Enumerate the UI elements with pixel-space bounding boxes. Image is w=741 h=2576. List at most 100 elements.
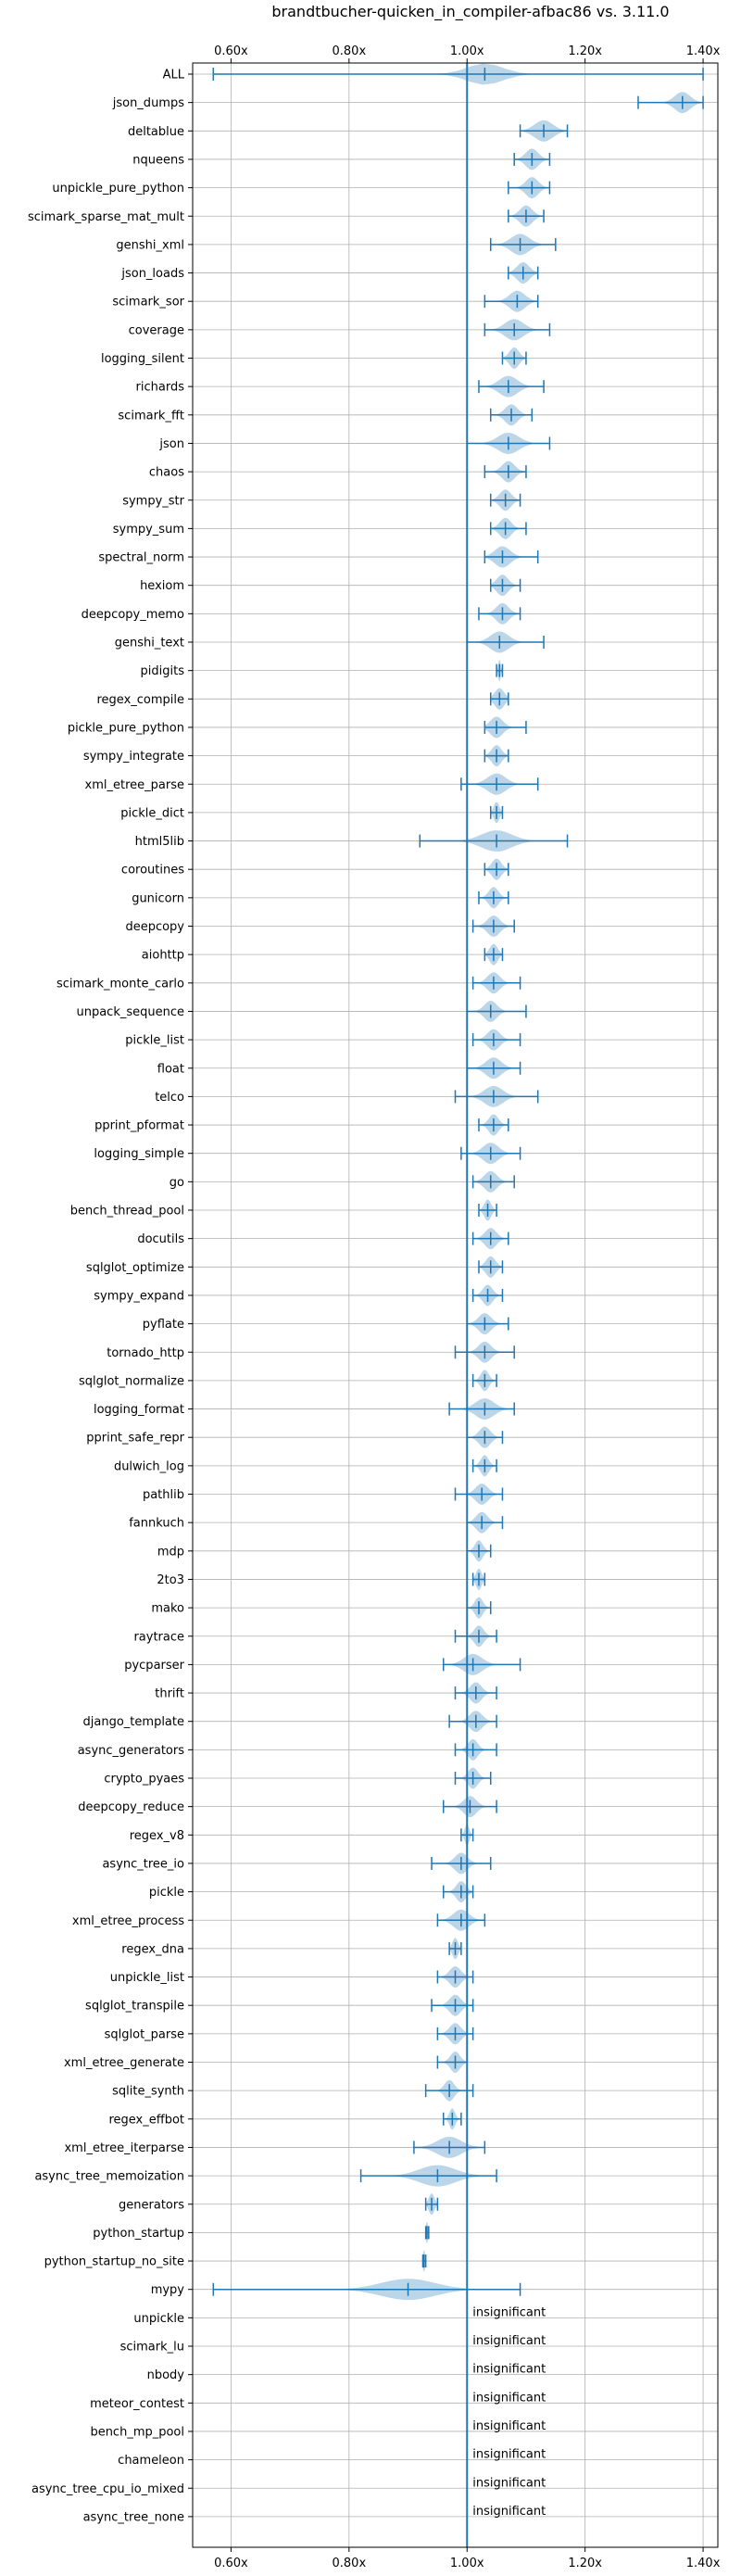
benchmark-label: crypto_pyaes (104, 1773, 184, 1787)
x-tick-label-bottom: 0.80x (333, 2557, 367, 2570)
benchmark-label: pidigits (141, 664, 185, 678)
benchmark-label: xml_etree_generate (64, 2056, 184, 2070)
benchmark-label: chameleon (118, 2454, 184, 2468)
benchmark-label: django_template (83, 1715, 184, 1729)
insignificant-label: insignificant (472, 2476, 546, 2490)
benchmark-label: hexiom (140, 579, 184, 593)
benchmark-label: regex_dna (121, 1942, 184, 1956)
benchmark-label: deltablue (128, 125, 184, 139)
benchmark-label: pickle_dict (120, 806, 184, 820)
benchmark-label: sqlglot_transpile (85, 2000, 184, 2014)
benchmark-label: logging_silent (101, 352, 184, 366)
benchmark-label: pickle_pure_python (68, 721, 184, 735)
benchmark-label: go (170, 1176, 184, 1190)
benchmark-label: python_startup_no_site (44, 2255, 184, 2269)
benchmark-label: pickle (149, 1886, 184, 1900)
benchmark-label: pathlib (143, 1488, 184, 1502)
benchmark-label: pprint_safe_repr (86, 1432, 184, 1446)
benchmark-label: xml_etree_parse (85, 778, 184, 792)
benchmark-label: docutils (137, 1232, 184, 1246)
benchmark-label: thrift (155, 1687, 184, 1701)
benchmark-label: nbody (147, 2368, 185, 2382)
benchmark-label: sqlglot_parse (105, 2027, 184, 2041)
x-tick-label-bottom: 1.00x (450, 2557, 484, 2570)
benchmark-label: sympy_sum (113, 523, 184, 537)
benchmark-label: sympy_expand (94, 1289, 184, 1303)
benchmark-label: genshi_text (115, 637, 184, 650)
benchmark-label: aiohttp (142, 949, 184, 963)
benchmark-label: regex_compile (96, 693, 184, 707)
x-tick-label-top: 0.80x (333, 44, 367, 58)
insignificant-label: insignificant (472, 2334, 546, 2348)
benchmark-label: async_tree_cpu_io_mixed (31, 2482, 184, 2496)
chart-title: brandtbucher-quicken_in_compiler-afbac86… (271, 3, 669, 21)
benchmark-label: bench_thread_pool (70, 1205, 184, 1219)
benchmark-label: xml_etree_process (72, 1914, 184, 1928)
benchmark-label: regex_v8 (130, 1829, 184, 1843)
benchmark-label: pickle_list (125, 1034, 184, 1048)
insignificant-label: insignificant (472, 2448, 546, 2462)
x-tick-label-top: 1.40x (686, 44, 721, 58)
x-tick-label-top: 1.00x (450, 44, 484, 58)
x-tick-label-bottom: 1.20x (568, 2557, 602, 2570)
benchmark-label: deepcopy_memo (82, 608, 184, 622)
insignificant-label: insignificant (472, 2391, 546, 2405)
benchmark-label: nqueens (132, 153, 184, 167)
insignificant-label: insignificant (472, 2419, 546, 2433)
benchmark-label: 2to3 (157, 1573, 184, 1587)
benchmark-label: gunicorn (132, 891, 184, 905)
benchmark-label: tornado_http (107, 1346, 184, 1360)
benchmark-label: unpickle_list (110, 1971, 184, 1985)
benchmark-label: mypy (151, 2283, 185, 2297)
benchmark-label: coverage (129, 323, 184, 337)
benchmark-label: float (157, 1062, 184, 1076)
benchmark-label: mdp (157, 1545, 184, 1559)
benchmark-label: raytrace (133, 1630, 184, 1644)
plot-frame (192, 62, 719, 2548)
benchmark-label: unpickle_pure_python (52, 182, 184, 196)
benchmark-label: scimark_sor (112, 296, 184, 309)
benchmark-label: logging_format (94, 1403, 184, 1417)
benchmark-label: logging_simple (94, 1147, 184, 1161)
benchmark-label: xml_etree_iterparse (64, 2141, 184, 2155)
benchmark-label: dulwich_log (114, 1459, 184, 1473)
benchmark-label: pprint_pformat (94, 1119, 184, 1133)
benchmark-label: pyflate (143, 1318, 184, 1332)
benchmark-label: deepcopy_reduce (78, 1800, 184, 1814)
benchmark-label: sqlite_synth (112, 2085, 184, 2099)
benchmark-label: unpickle (133, 2312, 184, 2326)
label-layer: ALL json_dumps deltablue nqueens unpickle_pu… (28, 69, 546, 2525)
benchmark-label: genshi_xml (116, 238, 184, 252)
insignificant-label: insignificant (472, 2505, 546, 2519)
benchmark-label: pycparser (124, 1659, 184, 1673)
benchmark-label: scimark_monte_carlo (57, 977, 184, 991)
benchmark-label: python_startup (93, 2227, 184, 2241)
x-tick-label-top: 1.20x (568, 44, 602, 58)
benchmark-label: chaos (149, 466, 184, 480)
x-tick-label-bottom: 1.40x (686, 2557, 721, 2570)
benchmark-label: json (158, 437, 184, 451)
benchmark-label: coroutines (121, 864, 184, 878)
benchmark-label: bench_mp_pool (90, 2425, 184, 2439)
benchmark-label: sympy_integrate (83, 750, 184, 764)
benchmark-label: html5lib (135, 835, 184, 849)
benchmark-label: async_tree_none (83, 2510, 184, 2524)
insignificant-label: insignificant (472, 2305, 546, 2319)
benchmark-label: scimark_fft (118, 409, 184, 423)
benchmark-label: json_dumps (112, 96, 184, 110)
insignificant-label: insignificant (472, 2363, 546, 2377)
benchmark-label: sympy_str (122, 494, 184, 508)
benchmark-label: sqlglot_optimize (86, 1261, 184, 1275)
benchmark-label: deepcopy (125, 920, 184, 934)
benchmark-label: json_loads (120, 267, 184, 281)
tick-layer: 0.60x 0.60x 0.80x 0.80x 1.00x 1.00x 1.20x 1.20x… (188, 44, 721, 2570)
violin-layer (212, 63, 704, 2547)
benchmark-label: regex_effbot (108, 2113, 184, 2127)
x-tick-label-bottom: 0.60x (214, 2557, 248, 2570)
benchmark-label: unpack_sequence (76, 1005, 184, 1019)
x-tick-label-top: 0.60x (214, 44, 248, 58)
benchmark-label: ALL (163, 69, 185, 82)
benchmark-label: async_tree_memoization (34, 2170, 184, 2184)
